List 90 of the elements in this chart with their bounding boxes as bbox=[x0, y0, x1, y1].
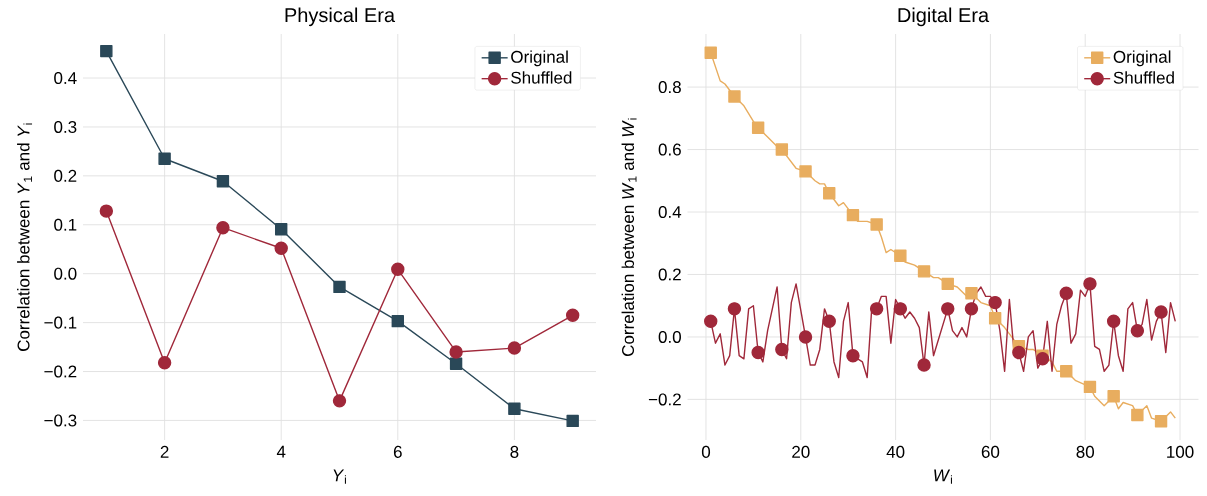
point bbox=[566, 414, 579, 428]
x-tick-label: 40 bbox=[886, 445, 905, 458]
y-axis-title: Correlation between W$_{1}$ and W$_{i}$ bbox=[621, 118, 637, 356]
x-tick-label: 0 bbox=[701, 445, 711, 458]
point bbox=[1059, 286, 1073, 300]
point bbox=[893, 302, 908, 316]
legend-label: Shuffled bbox=[1113, 71, 1174, 84]
y-tick-label: 0.4 bbox=[658, 206, 682, 219]
y-tick-label: 0.1 bbox=[54, 218, 77, 231]
point bbox=[333, 280, 346, 294]
x-tick-label: 60 bbox=[981, 445, 1000, 458]
point bbox=[1012, 345, 1026, 360]
point bbox=[1154, 305, 1168, 319]
point bbox=[1083, 277, 1097, 291]
point bbox=[988, 312, 1002, 325]
x-tick-label: 6 bbox=[393, 445, 402, 458]
point bbox=[275, 222, 288, 236]
point bbox=[823, 187, 836, 200]
point bbox=[775, 342, 789, 357]
point bbox=[775, 143, 789, 156]
y-tick-label: −0.3 bbox=[44, 414, 77, 427]
legend-label: Original bbox=[1113, 50, 1171, 67]
point bbox=[1035, 352, 1050, 366]
y-tick-label: 0.0 bbox=[658, 330, 681, 343]
point bbox=[704, 46, 717, 59]
chart-title: Digital Era bbox=[898, 7, 990, 27]
point bbox=[941, 302, 955, 316]
x-tick-label: 100 bbox=[1167, 445, 1194, 458]
point bbox=[391, 314, 404, 328]
y-tick-label: −0.2 bbox=[648, 393, 681, 406]
y-tick-label: 0.6 bbox=[658, 143, 681, 156]
point bbox=[846, 348, 860, 363]
point bbox=[99, 204, 114, 218]
point bbox=[449, 345, 463, 359]
point bbox=[751, 345, 765, 360]
point bbox=[727, 302, 742, 316]
point bbox=[100, 44, 113, 58]
point bbox=[988, 295, 1002, 310]
point bbox=[1106, 314, 1121, 329]
point bbox=[798, 330, 813, 344]
point bbox=[1130, 324, 1145, 338]
y-tick-label: 0.2 bbox=[658, 268, 681, 281]
point bbox=[1060, 365, 1073, 378]
y-tick-label: 0.0 bbox=[54, 267, 77, 280]
point bbox=[869, 302, 884, 316]
point bbox=[846, 208, 860, 222]
x-axis-title: W$_{i}$ bbox=[934, 469, 952, 484]
x-tick-label: 4 bbox=[276, 445, 286, 458]
x-tick-label: 8 bbox=[510, 445, 519, 458]
y-axis-title: Correlation between Y$_{1}$ and Y$_{i}$ bbox=[17, 123, 33, 351]
point bbox=[751, 121, 765, 134]
y-tick-label: −0.2 bbox=[44, 365, 77, 378]
point bbox=[274, 241, 288, 255]
point bbox=[728, 90, 741, 103]
chart-title: Physical Era bbox=[285, 7, 396, 27]
y-tick-label: −0.1 bbox=[44, 316, 77, 329]
point bbox=[391, 262, 405, 276]
point bbox=[157, 356, 172, 370]
point bbox=[332, 394, 347, 408]
point bbox=[507, 341, 522, 355]
point bbox=[1154, 415, 1168, 428]
y-tick-label: 0.2 bbox=[54, 169, 77, 182]
point bbox=[565, 308, 580, 322]
x-tick-label: 80 bbox=[1076, 445, 1095, 458]
x-tick-label: 20 bbox=[792, 445, 810, 458]
point bbox=[508, 402, 521, 415]
point bbox=[894, 249, 907, 262]
point bbox=[449, 357, 463, 370]
point bbox=[158, 152, 171, 165]
point bbox=[799, 165, 812, 178]
point bbox=[216, 221, 230, 235]
point bbox=[870, 218, 883, 231]
point bbox=[216, 175, 230, 188]
y-tick-label: 0.8 bbox=[658, 81, 681, 94]
point bbox=[704, 314, 718, 329]
point bbox=[965, 287, 978, 300]
point bbox=[1107, 390, 1120, 403]
point bbox=[917, 265, 931, 278]
x-axis-title: Y$_{i}$ bbox=[333, 469, 346, 484]
point bbox=[917, 358, 931, 372]
legend-label: Original bbox=[511, 50, 568, 67]
point bbox=[822, 314, 836, 329]
point bbox=[964, 302, 979, 316]
legend-label: Shuffled bbox=[511, 71, 572, 84]
x-tick-label: 2 bbox=[160, 445, 169, 458]
point bbox=[1131, 408, 1144, 422]
y-tick-label: 0.3 bbox=[54, 120, 77, 133]
point bbox=[1083, 380, 1097, 394]
y-tick-label: 0.4 bbox=[54, 72, 77, 85]
point bbox=[941, 277, 954, 291]
